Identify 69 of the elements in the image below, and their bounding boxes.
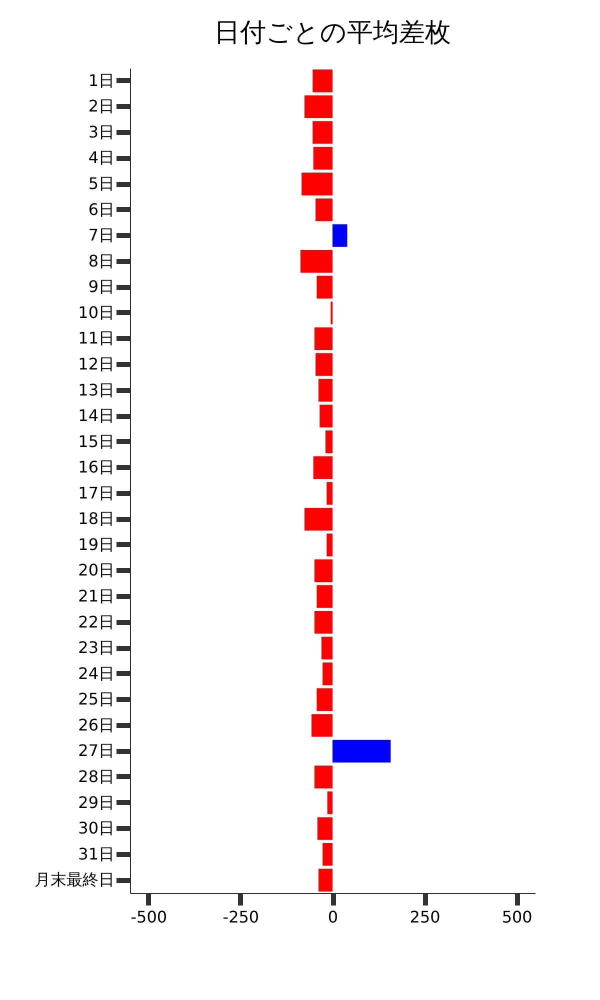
y-tick-label: 26日 <box>78 715 114 734</box>
bar <box>304 95 332 118</box>
y-tick-label: 18日 <box>78 509 114 528</box>
bar <box>316 276 332 298</box>
y-tick-label: 23日 <box>78 638 114 658</box>
y-tick-label: 10日 <box>78 302 114 322</box>
bar <box>314 610 332 634</box>
bar <box>322 662 332 686</box>
y-tick-label: 月末最終日 <box>34 870 114 890</box>
bar <box>312 70 332 92</box>
bar <box>314 559 332 582</box>
y-tick-label: 16日 <box>78 458 114 477</box>
y-tick-label: 17日 <box>78 483 114 502</box>
bar <box>318 868 332 892</box>
y-tick-label: 14日 <box>78 406 114 426</box>
bar <box>332 224 348 247</box>
y-tick-label: 13日 <box>78 380 114 400</box>
y-tick-label: 9日 <box>88 277 114 296</box>
y-tick-label: 29日 <box>78 792 114 812</box>
y-tick-label: 15日 <box>78 432 114 451</box>
bar <box>320 404 332 428</box>
bar <box>316 688 332 711</box>
bar <box>316 353 332 376</box>
y-tick-label: 25日 <box>78 690 114 709</box>
bar <box>312 714 332 737</box>
bar <box>317 817 332 840</box>
y-tick-label: 30日 <box>78 818 114 838</box>
bar <box>322 842 332 866</box>
bar <box>318 378 332 402</box>
bar <box>321 636 332 660</box>
y-tick-label: 8日 <box>88 251 114 270</box>
bar <box>313 456 332 479</box>
bar <box>316 585 332 608</box>
y-tick-label: 11日 <box>78 328 114 348</box>
y-tick-label: 31日 <box>78 844 114 864</box>
y-tick-label: 21日 <box>78 586 114 606</box>
y-tick-label: 1日 <box>88 70 114 90</box>
x-tick-label: -250 <box>222 908 260 926</box>
bar <box>327 791 332 814</box>
y-tick-label: 28日 <box>78 766 114 786</box>
x-tick-label: 250 <box>410 908 440 926</box>
bar <box>313 146 332 170</box>
bar <box>326 482 332 505</box>
bar <box>326 430 332 454</box>
bar <box>300 250 332 273</box>
bar <box>314 766 332 788</box>
y-tick-label: 2日 <box>88 96 114 116</box>
y-tick-label: 3日 <box>88 122 114 142</box>
y-tick-label: 20日 <box>78 560 114 580</box>
bar <box>304 508 332 531</box>
y-tick-label: 22日 <box>78 612 114 632</box>
x-tick-label: 0 <box>328 908 338 926</box>
bar <box>326 534 332 556</box>
y-tick-label: 7日 <box>88 226 114 245</box>
y-tick-label: 19日 <box>78 534 114 554</box>
bar <box>302 172 332 196</box>
y-tick-label: 24日 <box>78 664 114 683</box>
bar <box>314 327 332 350</box>
chart-title: 日付ごとの平均差枚 <box>214 18 451 48</box>
y-tick-label: 5日 <box>88 174 114 194</box>
bar <box>332 740 391 763</box>
y-tick-label: 4日 <box>88 148 114 168</box>
x-tick-label: -500 <box>130 908 168 926</box>
x-tick-label: 500 <box>502 908 532 926</box>
y-tick-label: 12日 <box>78 354 114 374</box>
y-tick-label: 27日 <box>78 741 114 760</box>
bar <box>312 121 332 144</box>
y-tick-label: 6日 <box>88 200 114 219</box>
bar <box>316 198 332 222</box>
